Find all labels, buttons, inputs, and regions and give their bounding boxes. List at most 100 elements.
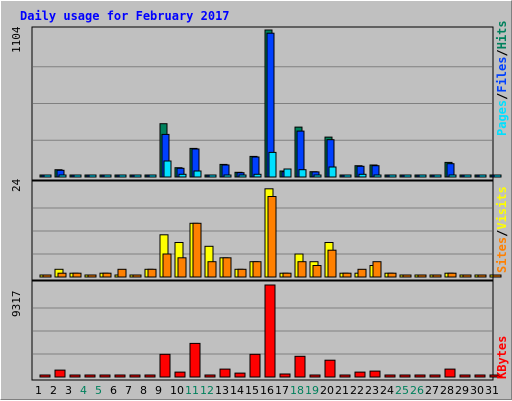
bar-sites-day-4	[87, 274, 97, 278]
bar-pages-day-25	[403, 174, 412, 178]
x-tick-label-21: 21	[335, 384, 349, 397]
bar-sites-day-13	[222, 257, 232, 278]
bar-kbytes-day-10	[174, 371, 186, 378]
bar-sites-day-5	[102, 272, 112, 278]
bar-pages-day-10	[178, 173, 187, 178]
x-tick-label-3: 3	[65, 384, 72, 397]
bar-kbytes-day-1	[39, 374, 51, 378]
bar-sites-day-10	[177, 257, 187, 278]
bar-pages-day-26	[418, 174, 427, 178]
x-tick-label-18: 18	[290, 384, 304, 397]
x-tick-label-8: 8	[140, 384, 147, 397]
bar-kbytes-day-28	[444, 368, 456, 378]
bar-sites-day-22	[357, 268, 367, 278]
bar-sites-day-28	[447, 272, 457, 278]
bar-pages-day-9	[163, 160, 172, 178]
x-tick-label-24: 24	[380, 384, 394, 397]
x-tick-label-29: 29	[455, 384, 469, 397]
bar-kbytes-day-26	[414, 374, 426, 378]
bar-kbytes-day-13	[219, 368, 231, 378]
bar-pages-day-7	[133, 174, 142, 178]
bar-sites-day-2	[57, 272, 67, 278]
bar-pages-day-21	[343, 174, 352, 178]
legend-sep2: /	[495, 49, 509, 56]
y-max-label-top: 1104	[10, 26, 23, 53]
legend-visits: Visits	[495, 186, 509, 229]
x-axis-labels: 1 2 3 4 5 6 7 8 9 10 11 12 13 14 15 16 17 18 19 20 21 22 23 24 2…	[35, 384, 499, 397]
x-tick-label-6: 6	[110, 384, 117, 397]
x-tick-label-4: 4	[80, 384, 87, 397]
bar-kbytes-day-31	[489, 374, 501, 378]
bar-pages-day-19	[313, 174, 322, 178]
bar-sites-day-14	[237, 268, 247, 278]
bar-kbytes-day-7	[129, 374, 141, 378]
x-tick-label-2: 2	[50, 384, 57, 397]
x-tick-label-13: 13	[215, 384, 229, 397]
y-max-label-middle: 24	[10, 178, 23, 192]
bar-pages-day-8	[148, 174, 157, 178]
bar-pages-day-22	[358, 173, 367, 178]
bar-kbytes-day-9	[159, 353, 171, 378]
bar-sites-day-25	[402, 274, 412, 278]
bar-sites-day-27	[432, 274, 442, 278]
bar-kbytes-day-16	[264, 284, 276, 378]
x-tick-label-22: 22	[350, 384, 364, 397]
bar-sites-day-7	[132, 274, 142, 278]
legend-sites: Sites	[495, 237, 509, 273]
x-tick-label-11: 11	[185, 384, 199, 397]
bar-pages-day-11	[193, 170, 202, 178]
bar-sites-day-6	[117, 268, 127, 278]
bar-kbytes-day-11	[189, 342, 201, 378]
bar-kbytes-day-12	[204, 374, 216, 378]
bar-sites-day-15	[252, 261, 262, 278]
legend-middle: Sites/Visits	[495, 186, 509, 273]
legend-sep1: /	[495, 93, 509, 100]
bar-kbytes-day-2	[54, 369, 66, 378]
bar-pages-day-3	[73, 174, 82, 178]
bar-sites-day-30	[477, 274, 487, 278]
bar-sites-day-9	[162, 253, 172, 278]
bar-pages-day-4	[88, 174, 97, 178]
bar-sites-day-29	[462, 274, 472, 278]
bar-pages-day-1	[43, 174, 52, 178]
bar-pages-day-16	[268, 151, 277, 178]
bar-kbytes-day-30	[474, 374, 486, 378]
x-tick-label-26: 26	[410, 384, 424, 397]
legend-top: Pages/Files/Hits	[495, 20, 509, 136]
bar-pages-day-15	[253, 173, 262, 178]
bar-kbytes-day-14	[234, 372, 246, 378]
bars	[39, 29, 502, 378]
legend-kbytes: KBytes	[495, 336, 509, 379]
bar-pages-day-27	[433, 174, 442, 178]
x-tick-label-17: 17	[275, 384, 289, 397]
x-tick-label-19: 19	[305, 384, 319, 397]
x-tick-label-28: 28	[440, 384, 454, 397]
x-tick-label-7: 7	[125, 384, 132, 397]
bar-kbytes-day-8	[144, 374, 156, 378]
bar-sites-day-18	[297, 261, 307, 278]
bar-pages-day-24	[388, 174, 397, 178]
x-tick-label-16: 16	[260, 384, 274, 397]
legend-hits: Hits	[495, 20, 509, 49]
gridlines	[33, 66, 492, 355]
bar-sites-day-23	[372, 261, 382, 278]
bar-pages-day-31	[493, 174, 502, 178]
bar-pages-day-30	[478, 174, 487, 178]
x-tick-label-10: 10	[170, 384, 184, 397]
x-tick-label-12: 12	[200, 384, 214, 397]
legend-sep3: /	[495, 230, 509, 237]
x-tick-label-15: 15	[245, 384, 259, 397]
bar-sites-day-26	[417, 274, 427, 278]
bar-pages-day-6	[118, 174, 127, 178]
bar-kbytes-day-5	[99, 374, 111, 378]
y-max-label-bottom: 9317	[10, 291, 23, 318]
bar-pages-day-17	[283, 168, 292, 178]
bar-pages-day-14	[238, 174, 247, 178]
bar-pages-day-18	[298, 169, 307, 178]
bar-sites-day-17	[282, 272, 292, 278]
panel-middle	[31, 180, 494, 281]
bar-pages-day-5	[103, 174, 112, 178]
bar-kbytes-day-23	[369, 370, 381, 378]
